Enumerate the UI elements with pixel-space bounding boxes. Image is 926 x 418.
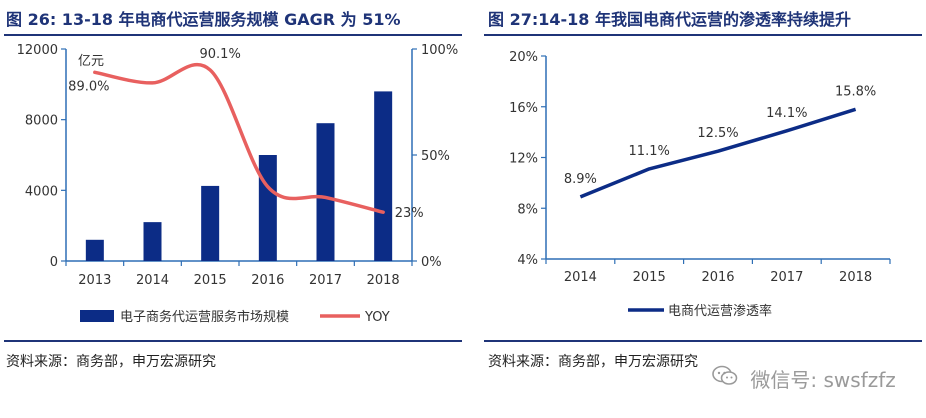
legend-bar-swatch bbox=[80, 310, 114, 322]
penetration-data-label: 15.8% bbox=[835, 84, 876, 99]
right-source-note: 资料来源：商务部，申万宏源研究 bbox=[488, 354, 698, 370]
x-tick-label: 2015 bbox=[194, 273, 227, 288]
right-bottom-rule bbox=[484, 340, 922, 342]
x-tick-label: 2016 bbox=[701, 270, 734, 285]
x-tick-label: 2013 bbox=[78, 273, 111, 288]
left-ytick-label: 4000 bbox=[25, 184, 58, 199]
ytick-label: 20% bbox=[509, 50, 538, 65]
yoy-series-line bbox=[93, 62, 385, 214]
right-chart: 4% 8% 12% 16% 20% 2014 2015 2016 2017 2018 8.9% 11.… bbox=[509, 50, 891, 319]
yoy-data-label: 23% bbox=[395, 206, 424, 221]
ytick-label: 16% bbox=[509, 101, 538, 116]
left-chart: 0 4000 8000 12000 0% 50% 100% 2013 2014 2015 2016 2… bbox=[17, 43, 459, 325]
left-ytick-label: 0 bbox=[50, 255, 58, 270]
unit-label: 亿元 bbox=[78, 54, 104, 69]
right-title-rule bbox=[484, 34, 922, 36]
bar bbox=[201, 185, 220, 261]
watermark-text: 微信号: swsfzfz bbox=[750, 368, 896, 392]
x-tick-label: 2014 bbox=[564, 270, 597, 285]
x-tick-label: 2017 bbox=[309, 273, 342, 288]
x-tick-label: 2018 bbox=[839, 270, 872, 285]
yoy-data-label: 89.0% bbox=[68, 79, 109, 94]
bar bbox=[258, 155, 277, 261]
x-tick-label: 2016 bbox=[251, 273, 284, 288]
legend-label: 电商代运营渗透率 bbox=[668, 303, 772, 319]
penetration-data-label: 8.9% bbox=[564, 172, 597, 187]
bar bbox=[85, 239, 104, 261]
watermark: 微信号: swsfzfz bbox=[712, 364, 896, 393]
left-figure-title: 图 26: 13-18 年电商代运营服务规模 GAGR 为 51% bbox=[6, 10, 401, 29]
left-source-note: 资料来源：商务部，申万宏源研究 bbox=[6, 354, 216, 370]
legend-yoy-label: YOY bbox=[364, 310, 390, 325]
x-tick-label: 2015 bbox=[633, 270, 666, 285]
bar bbox=[316, 123, 335, 261]
yoy-data-label: 90.1% bbox=[200, 47, 241, 62]
penetration-series-line bbox=[579, 107, 857, 199]
bar bbox=[374, 91, 393, 262]
legend-bar-label: 电子商务代运营服务市场规模 bbox=[120, 309, 289, 325]
left-ytick-label: 8000 bbox=[25, 114, 58, 129]
ytick-label: 4% bbox=[517, 253, 538, 268]
x-tick-label: 2014 bbox=[136, 273, 169, 288]
wechat-icon bbox=[712, 365, 738, 392]
x-tick-label: 2017 bbox=[770, 270, 803, 285]
penetration-data-label: 12.5% bbox=[697, 126, 738, 141]
penetration-data-label: 14.1% bbox=[766, 106, 807, 121]
bar bbox=[143, 222, 162, 261]
right-ytick-label: 100% bbox=[421, 43, 458, 58]
right-ytick-label: 50% bbox=[421, 149, 450, 164]
penetration-data-label: 11.1% bbox=[629, 144, 670, 159]
x-tick-label: 2018 bbox=[367, 273, 400, 288]
left-title-rule bbox=[4, 34, 462, 36]
ytick-label: 12% bbox=[509, 152, 538, 167]
right-figure-title: 图 27:14-18 年我国电商代运营的渗透率持续提升 bbox=[488, 10, 851, 29]
ytick-label: 8% bbox=[517, 202, 538, 217]
left-bottom-rule bbox=[4, 340, 462, 342]
left-ytick-label: 12000 bbox=[17, 43, 58, 58]
right-ytick-label: 0% bbox=[421, 255, 442, 270]
